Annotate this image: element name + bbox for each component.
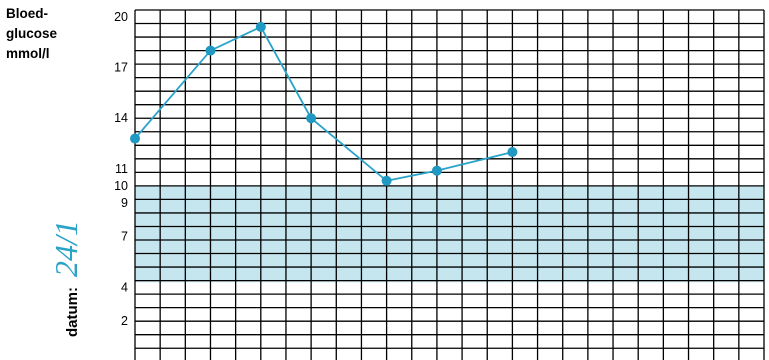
y-tick-label: 10 [114,179,128,193]
y-axis-label-line-1: Bloed- [6,6,48,21]
data-point [306,113,317,124]
y-axis-label: Bloed- glucose mmol/l [6,4,106,64]
data-point [431,165,442,176]
y-tick-label: 20 [114,10,128,24]
y-axis-label-line-3: mmol/l [6,46,50,61]
y-tick-label: 7 [121,230,128,244]
data-point [381,175,392,186]
y-axis-label-line-2: glucose [6,26,58,41]
y-tick-label: 2 [121,314,128,328]
y-tick-label: 17 [114,61,128,75]
target-range-band [135,185,764,283]
data-point [130,133,140,144]
data-point [205,45,216,56]
y-tick-label: 4 [121,280,128,294]
data-point [507,147,518,158]
data-point [255,21,266,32]
y-tick-label: 9 [121,196,128,210]
y-tick-label: 14 [114,111,128,125]
y-tick-label: 11 [115,162,128,176]
